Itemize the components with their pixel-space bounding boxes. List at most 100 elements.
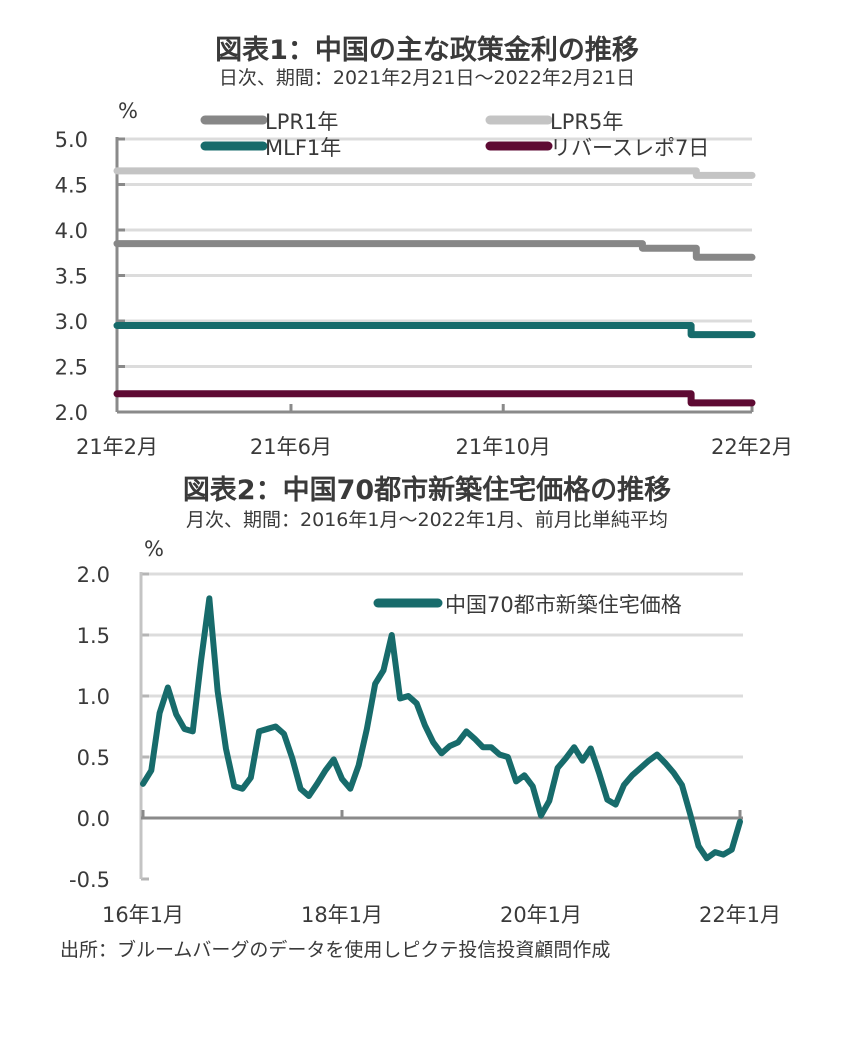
chart2-data-point — [407, 695, 409, 697]
chart2-data-point — [664, 762, 666, 764]
chart1-series-line — [113, 167, 756, 179]
chart1-ytick-label: 3.0 — [55, 310, 88, 334]
chart2-data-point — [731, 849, 733, 851]
chart2-data-point — [358, 765, 360, 767]
chart2-ytick-label: -0.5 — [69, 868, 110, 892]
chart2-data-point — [391, 634, 393, 636]
chart2-data-point — [465, 730, 467, 732]
chart2-ylabel: % — [144, 537, 164, 561]
chart1-xtick-label: 21年6月 — [250, 435, 332, 459]
chart2-data-point — [300, 788, 302, 790]
chart1-legend-label: MLF1年 — [265, 136, 341, 160]
chart2-data-point — [382, 669, 384, 671]
chart2-data-point — [424, 724, 426, 726]
chart2-data-point — [258, 730, 260, 732]
chart2-data-point — [308, 795, 310, 797]
chart2-data-point — [341, 778, 343, 780]
chart2-data-point — [374, 683, 376, 685]
chart2-title: 図表2：中国70都市新築住宅価格の推移 — [182, 475, 672, 506]
chart2-ytick-label: 0.5 — [77, 746, 110, 770]
chart1-xtick-label: 21年10月 — [455, 435, 550, 459]
chart2-data-point — [432, 741, 434, 743]
chart2-data-point — [416, 702, 418, 704]
chart2-data-point — [159, 712, 161, 714]
chart1-legend-label: LPR5年 — [550, 110, 623, 134]
chart2-data-point — [366, 728, 368, 730]
chart2-data-point — [648, 760, 650, 762]
chart2-data-point — [706, 857, 708, 859]
chart2-data-point — [399, 697, 401, 699]
chart2-data-point — [449, 745, 451, 747]
chart2-data-point — [507, 756, 509, 758]
chart2-data-point — [324, 769, 326, 771]
chart2-data-point — [482, 746, 484, 748]
chart2-data-point — [150, 769, 152, 771]
chart2-data-point — [698, 845, 700, 847]
chart2-data-point — [689, 813, 691, 815]
chart2-data-point — [275, 726, 277, 727]
chart2-data-point — [548, 800, 550, 802]
chart2-subtitle: 月次、期間：2016年1月～2022年1月、前月比単純平均 — [186, 509, 668, 531]
chart2-data-point — [540, 815, 542, 817]
chart2-data-point — [142, 783, 144, 785]
chart2-data-point — [457, 741, 459, 743]
chart1-ytick-label: 3.5 — [55, 265, 88, 289]
chart2-data-point — [250, 777, 252, 779]
chart2-data-point — [208, 597, 210, 599]
chart1-subtitle: 日次、期間：2021年2月21日～2022年2月21日 — [218, 67, 636, 89]
chart1-series-line — [113, 240, 756, 261]
chart2-xtick-label: 20年1月 — [500, 903, 582, 927]
chart2-data-point — [283, 733, 285, 735]
chart2-data-point — [581, 760, 583, 762]
chart1-ytick-label: 5.0 — [55, 128, 88, 152]
chart2-data-point — [606, 799, 608, 801]
chart2-data-point — [515, 780, 517, 782]
chart2-data-point — [739, 821, 741, 823]
chart1-xtick-label: 22年2月 — [711, 435, 793, 459]
chart2-data-point — [490, 746, 492, 748]
source-note: 出所：ブルームバーグのデータを使用しピクテ投信投資顧問作成 — [60, 939, 611, 961]
chart2-ytick-label: 0.0 — [77, 807, 110, 831]
chart2-xtick-label: 18年1月 — [301, 903, 383, 927]
chart2-data-point — [714, 851, 716, 853]
chart2-xtick-label: 16年1月 — [102, 903, 184, 927]
chart1-ytick-label: 2.5 — [55, 356, 88, 380]
chart1-ylabel: % — [118, 99, 138, 123]
chart2-data-point — [333, 758, 335, 760]
chart2-xtick-label: 22年1月 — [699, 903, 781, 927]
chart2-data-point — [167, 686, 169, 688]
chart2-data-point — [722, 854, 724, 856]
chart1-title: 図表1：中国の主な政策金利の推移 — [215, 35, 639, 66]
chart2-data-point — [615, 804, 617, 806]
chart2-data-point — [316, 783, 318, 785]
chart2-data-point — [474, 738, 476, 740]
chart1-legend-label: リバースレポ7日 — [550, 136, 709, 160]
chart2-data-point — [523, 774, 525, 776]
chart2-data-point — [631, 774, 633, 776]
chart1-ytick-label: 2.0 — [55, 401, 88, 425]
chart2-data-point — [590, 747, 592, 749]
chart2-ytick-label: 2.0 — [77, 563, 110, 587]
chart2-data-point — [532, 785, 534, 787]
chart2-data-point — [557, 767, 559, 769]
chart2-data-point — [640, 767, 641, 769]
chart1-series-line — [113, 390, 756, 407]
chart2-data-point — [623, 784, 625, 786]
chart2-data-point — [242, 788, 243, 790]
chart2-data-point — [217, 690, 219, 692]
chart2-data-point — [200, 660, 202, 662]
chart2-data-point — [565, 757, 567, 759]
chart2-data-point — [266, 728, 268, 730]
chart2-data-point — [573, 746, 575, 748]
chart2-data-point — [192, 730, 194, 732]
chart1-series-line — [113, 322, 756, 339]
chart1-legend-label: LPR1年 — [265, 110, 338, 134]
chart2-data-point — [349, 788, 351, 790]
chart2-data-point — [291, 757, 293, 759]
chart1-ytick-label: 4.5 — [55, 174, 88, 198]
chart2-ytick-label: 1.5 — [77, 624, 110, 648]
chart2-data-point — [441, 752, 442, 754]
chart2-ytick-label: 1.0 — [77, 685, 110, 709]
chart1-ytick-label: 4.0 — [55, 219, 88, 243]
chart2-legend-label: 中国70都市新築住宅価格 — [445, 593, 682, 617]
